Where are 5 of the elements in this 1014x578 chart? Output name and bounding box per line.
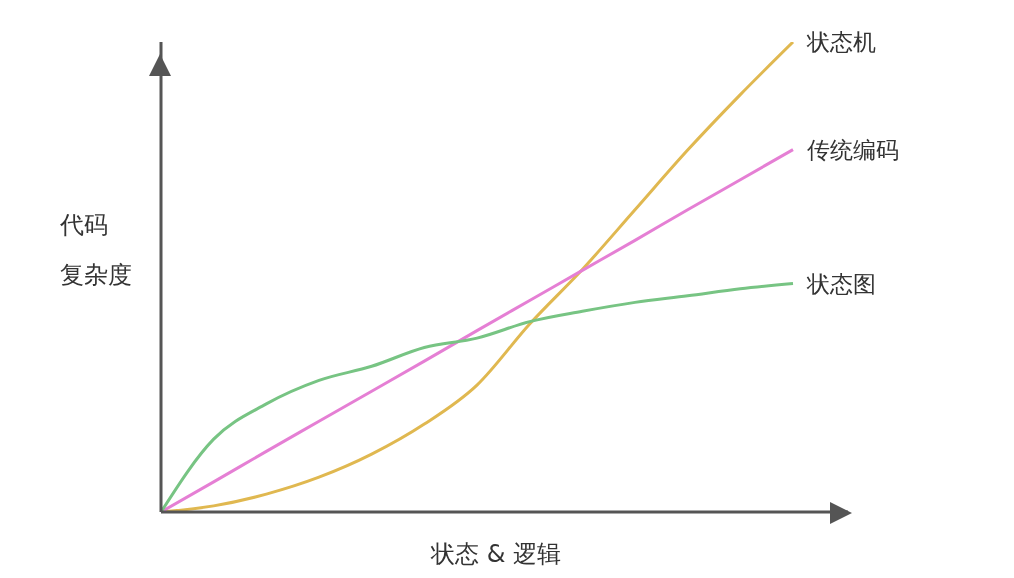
series-label: 传统编码 — [807, 136, 899, 163]
y-axis-title: 代码复杂度 — [60, 210, 132, 291]
x-axis-title: 状态 & 逻辑 — [431, 539, 561, 570]
series-label: 状态图 — [806, 270, 876, 297]
series-label: 状态机 — [806, 29, 876, 55]
